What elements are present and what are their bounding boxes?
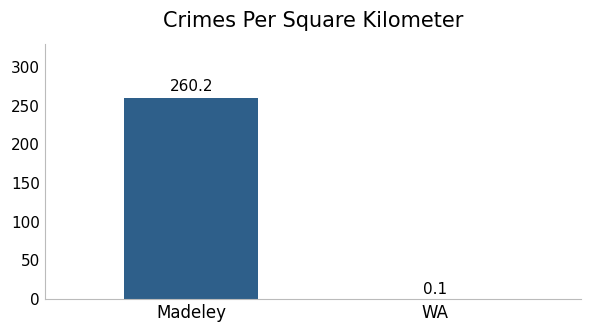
Title: Crimes Per Square Kilometer: Crimes Per Square Kilometer bbox=[163, 11, 463, 31]
Text: 260.2: 260.2 bbox=[169, 79, 213, 94]
Text: 0.1: 0.1 bbox=[423, 282, 447, 297]
Bar bbox=[124, 98, 258, 299]
